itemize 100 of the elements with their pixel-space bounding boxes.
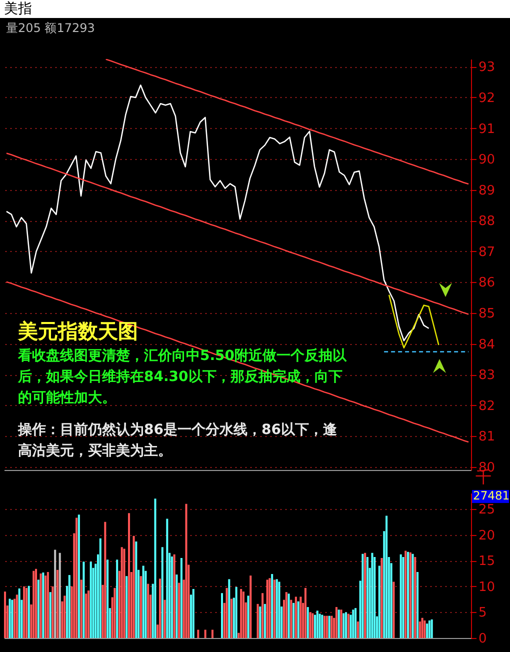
bar [106,560,109,638]
bar [392,582,395,638]
bar [342,613,345,638]
y-tick-label: 15 [478,554,496,570]
bar [226,588,228,638]
bar [297,601,300,638]
bar [242,592,244,638]
bar [176,574,178,638]
bar [371,552,374,638]
bar [82,562,85,638]
y-tick-label: 82 [478,398,496,414]
bar [430,619,433,638]
bar [35,568,38,638]
bar [123,548,126,638]
bar [99,538,102,638]
bar [85,594,88,638]
bar [52,586,54,638]
bar [49,592,52,638]
bar [256,604,259,638]
text: 27481 [473,488,510,502]
bar [292,602,295,638]
bar [266,580,268,638]
bar [11,600,14,638]
bar [428,620,430,638]
bar [326,616,328,638]
bar [294,596,297,638]
bar [68,575,70,638]
bar [114,588,116,638]
y-tick-label: 81 [478,430,496,445]
y-tick-label: 92 [478,90,496,106]
bar [154,498,156,638]
bar [290,600,292,638]
bar [426,624,428,638]
bar [276,579,278,638]
bar [264,604,266,638]
y-tick-label: 20 [478,528,496,544]
bar [54,550,56,638]
bar [56,570,58,638]
bar [285,592,288,638]
bar [197,630,200,638]
bar [28,586,30,638]
bar [42,572,44,638]
bar [170,556,173,638]
bar [271,574,274,638]
y-tick-label: 93 [478,60,496,76]
bar [414,556,416,638]
bar [362,554,364,638]
bar [23,586,26,638]
bar [330,616,333,638]
bar [40,574,42,638]
bar [314,614,316,638]
bar [321,614,324,638]
y-tick-label: 89 [478,183,496,198]
bar [44,576,47,638]
bar [8,598,11,638]
bar [424,620,426,638]
bar [304,588,306,638]
bar [164,600,166,638]
bar [228,579,230,638]
chart-subtitle: 量205 额17293 [6,20,95,37]
bar [278,582,280,638]
bar [288,594,290,638]
bar [386,516,388,638]
bar [418,621,421,638]
bar [374,556,376,638]
bar [58,552,61,638]
bar [158,578,162,638]
bar [132,536,135,638]
bar [64,596,66,638]
bar [180,558,182,638]
line-series [388,294,440,348]
line-series [105,59,470,185]
bar [344,612,348,638]
bar [120,547,123,638]
y-tick-label: 5 [478,606,487,621]
bar [380,558,383,638]
bar [220,593,224,638]
bar [90,562,92,638]
bar [250,576,252,638]
bar [14,598,16,638]
bar [324,616,326,638]
bar [335,607,338,638]
y-tick-label: 10 [478,580,496,595]
bar [412,554,414,638]
bar [166,518,168,638]
bar [366,556,368,638]
bar [409,552,412,638]
chart-title: 美指 [0,0,510,18]
bar [78,514,80,638]
bar [240,588,242,638]
bar [400,554,402,638]
bar [173,554,176,638]
bar [309,612,312,638]
y-tick-label: 88 [478,214,496,230]
bar [16,594,18,638]
bar [268,578,271,638]
bar [135,542,138,638]
bar [338,610,340,638]
bar [328,616,330,638]
bar [32,570,35,638]
